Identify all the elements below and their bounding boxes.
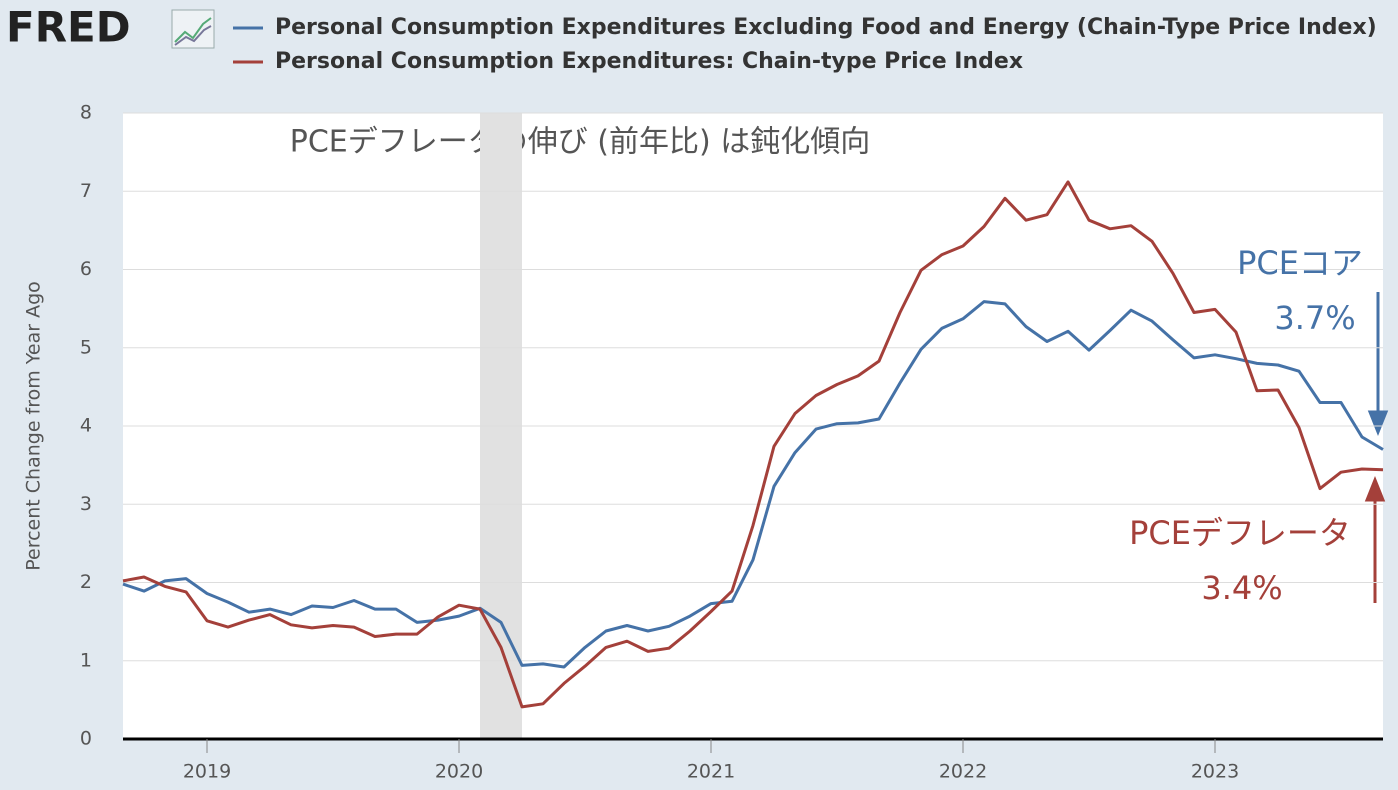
x-tick-label: 2023 (1191, 761, 1239, 783)
logo: FRED (6, 3, 131, 52)
legend-label: Personal Consumption Expenditures Exclud… (275, 15, 1377, 40)
annotation: PCEデフレータ (1129, 514, 1351, 552)
y-tick-label: 1 (80, 649, 92, 671)
x-tick-label: 2019 (183, 761, 231, 783)
legend-label: Personal Consumption Expenditures: Chain… (275, 49, 1023, 74)
annotation: PCEコア (1237, 244, 1363, 282)
x-tick-label: 2021 (687, 761, 735, 783)
annotation: 3.4% (1201, 569, 1282, 607)
data-line (122, 300, 1384, 669)
x-tick-label: 2022 (939, 761, 987, 783)
logo-icon (171, 9, 215, 49)
y-tick-label: 0 (80, 728, 92, 750)
y-tick-label: 5 (80, 336, 92, 358)
y-tick-label: 6 (80, 258, 92, 280)
arrow (1364, 475, 1386, 603)
y-tick-label: 7 (80, 180, 92, 202)
chart-title: PCEデフレータの伸び (前年比) は鈍化傾向 (290, 125, 870, 160)
y-tick-label: 8 (80, 102, 92, 124)
y-tick-label: 2 (80, 571, 92, 593)
y-tick-label: 3 (80, 493, 92, 515)
y-axis-label: Percent Change from Year Ago (23, 281, 45, 571)
data-line (122, 180, 1384, 709)
annotation: 3.7% (1274, 299, 1355, 337)
x-tick-label: 2020 (435, 761, 483, 783)
arrow (1367, 292, 1389, 437)
y-tick-label: 4 (80, 415, 92, 437)
